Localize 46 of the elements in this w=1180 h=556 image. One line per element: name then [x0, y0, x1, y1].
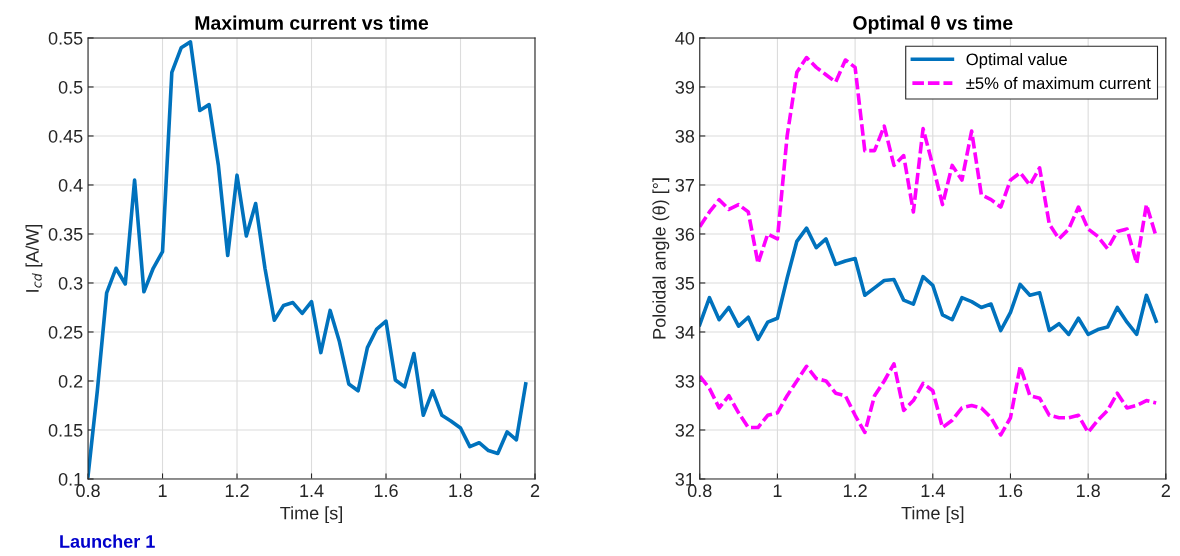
line-series — [699, 55, 1158, 266]
y-tick-label: 0.55 — [48, 31, 83, 45]
y-tick-label: 0.45 — [48, 129, 83, 143]
x-tick-label: 2 — [1161, 484, 1170, 497]
y-tick-label: 0.25 — [48, 325, 83, 339]
x-tick-label: 1.2 — [225, 484, 249, 497]
x-tick-label: 1.4 — [921, 484, 945, 497]
x-tick-label: 1.8 — [449, 484, 473, 498]
y-tick-label: 39 — [675, 80, 695, 94]
x-tick-label: 0.8 — [76, 484, 100, 498]
y-tick-label: 34 — [675, 325, 695, 339]
y-tick-label: 40 — [675, 31, 695, 45]
y-tick-label: 0.1 — [58, 472, 83, 486]
y-tick-label: 0.15 — [48, 423, 83, 437]
y-tick-label: 32 — [675, 423, 694, 437]
x-tick-label: 1.8 — [1076, 484, 1100, 498]
y-tick-label: 0.3 — [58, 276, 83, 290]
x-tick-label: 0.8 — [687, 484, 712, 498]
x-tick-label: 1.2 — [843, 484, 867, 497]
x-tick-label: 1 — [158, 484, 167, 497]
y-axis-title: I$_{cd}$ [A/W] — [25, 224, 43, 292]
legend-label: Optimal value — [966, 52, 1067, 69]
y-axis-title: Poloidal angle (θ) [°] — [652, 178, 670, 339]
line-series — [699, 362, 1158, 437]
x-tick-label: 1.6 — [374, 484, 398, 498]
y-tick-label: 0.2 — [58, 374, 83, 388]
y-tick-label: 35 — [675, 276, 695, 290]
y-tick-label: 33 — [675, 374, 695, 388]
text: Launcher 1 — [60, 534, 155, 548]
y-tick-label: 0.35 — [48, 227, 83, 241]
x-tick-label: 1 — [773, 484, 782, 497]
legend-label: ±5% of maximum current — [966, 76, 1151, 90]
chart-title: Maximum current vs time — [195, 15, 429, 30]
y-tick-label: 0.5 — [58, 80, 83, 94]
y-tick-label: 36 — [675, 227, 695, 241]
y-tick-label: 0.4 — [58, 178, 83, 192]
x-axis-title: Time [s] — [280, 506, 342, 524]
line-series — [699, 226, 1158, 342]
x-axis-title: Time [s] — [901, 506, 964, 524]
y-tick-label: 38 — [675, 129, 695, 143]
y-tick-label: 31 — [675, 472, 694, 486]
chart-title: Optimal θ vs time — [853, 15, 1013, 34]
x-tick-label: 2 — [530, 484, 540, 497]
y-tick-label: 37 — [675, 178, 694, 192]
x-tick-label: 1.6 — [999, 484, 1023, 498]
x-tick-label: 1.4 — [300, 484, 324, 497]
